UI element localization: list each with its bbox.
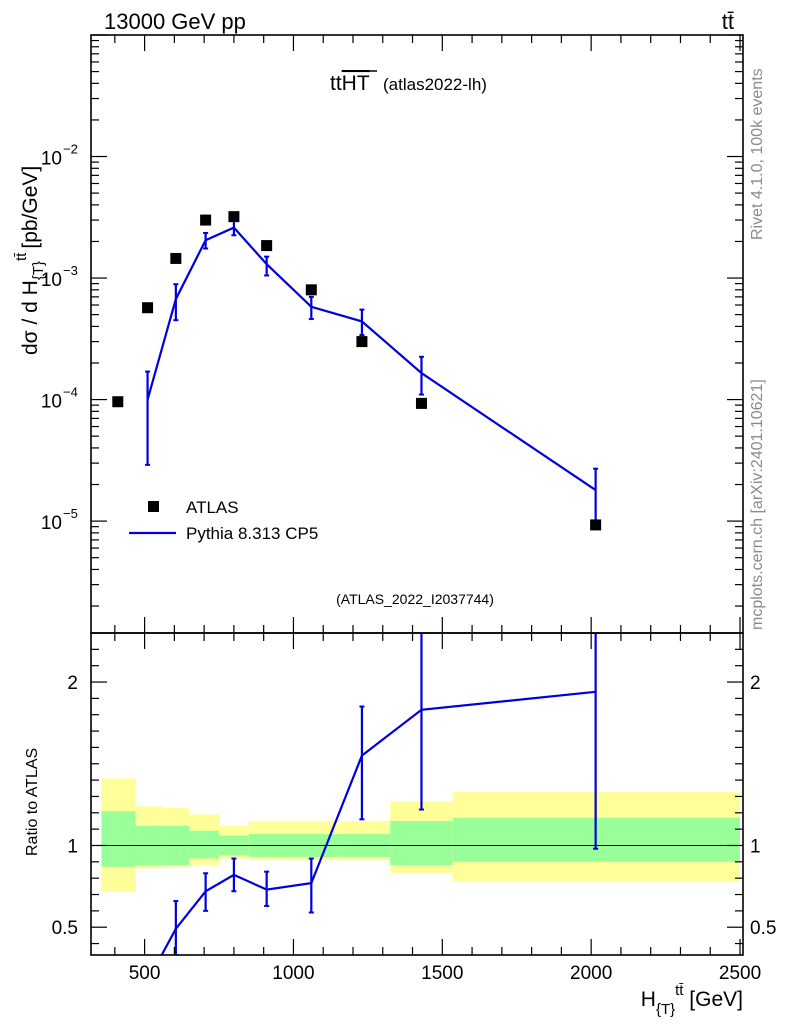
main-y-tick-label: 10 — [41, 513, 62, 534]
main-panel: 10−510−410−310−2 ttHT (atlas2022-lh) dσ … — [13, 34, 744, 634]
main-frame — [90, 34, 744, 634]
x-axis-label-unit: [GeV] — [683, 988, 743, 1011]
legend-atlas-marker — [148, 501, 159, 512]
header-process-label: tt̄ — [722, 9, 734, 34]
x-axis-label-main: H — [641, 988, 656, 1011]
atlas-data-point — [415, 397, 427, 409]
mc-series-error-bars — [145, 219, 599, 525]
ratio-band-inner — [189, 830, 220, 859]
plot-title: ttHT — [330, 72, 370, 95]
atlas-data-point — [356, 336, 368, 348]
main-y-tick-labels: 10−510−410−310−2 — [41, 142, 78, 535]
ratio-y-tick-label-right: 2 — [750, 673, 761, 694]
ratio-frame — [90, 632, 744, 956]
ratio-band-inner — [390, 820, 453, 866]
main-y-axis-label-main: dσ / d H — [19, 280, 42, 355]
main-y-tick-exponent: −2 — [63, 142, 78, 157]
atlas-data-point — [305, 284, 317, 296]
atlas-data-point — [590, 519, 602, 531]
ratio-y-axis-label: Ratio to ATLAS — [24, 748, 41, 856]
main-y-axis-label-unit: [pb/GeV] — [19, 166, 42, 249]
atlas-data-point — [261, 240, 273, 252]
main-y-axis-label: dσ / d H{T}tt̄ [pb/GeV] — [13, 166, 47, 355]
ratio-y-tick-labels: 0.5 0.5 1 1 2 2 — [52, 673, 777, 939]
ratio-mc-error-bars — [173, 633, 599, 955]
atlas-data-point — [112, 396, 124, 408]
main-y-tick-label: 10 — [41, 392, 62, 413]
main-y-axis-label-sup: tt̄ — [13, 252, 30, 261]
x-axis-label: H{T}tt̄ [GeV] — [641, 982, 743, 1018]
main-y-tick-label: 10 — [41, 149, 62, 170]
analysis-watermark: (ATLAS_2022_I2037744) — [336, 591, 494, 607]
ratio-y-tick-label-right: 1 — [750, 836, 761, 857]
main-y-tick-exponent: −3 — [63, 263, 78, 278]
x-tick-label: 1500 — [421, 963, 463, 984]
legend: ATLAS Pythia 8.313 CP5 — [129, 498, 318, 543]
atlas-data-points — [112, 211, 602, 531]
mcplots-reference-label: mcplots.cern.ch [arXiv:2401.10621] — [749, 379, 766, 630]
x-tick-label: 1000 — [272, 963, 314, 984]
x-tick-label: 2500 — [719, 963, 761, 984]
ratio-y-tick-label-left: 1 — [67, 836, 78, 857]
plot-title-sub: (atlas2022-lh) — [383, 75, 487, 94]
ratio-y-tick-label-right: 0.5 — [750, 918, 776, 939]
atlas-data-point — [228, 211, 240, 223]
header-energy-label: 13000 GeV pp — [104, 9, 246, 34]
x-axis-label-sub: {T} — [656, 1001, 675, 1018]
ratio-axis-ticks — [91, 633, 743, 955]
legend-mc-label: Pythia 8.313 CP5 — [186, 524, 318, 543]
plot-title-main: tt — [330, 72, 342, 95]
x-axis-label-sup: tt̄ — [675, 982, 684, 999]
main-y-tick-label: 10 — [41, 270, 62, 291]
plot-title-overline: HT — [342, 72, 370, 95]
ratio-y-tick-label-left: 2 — [67, 673, 78, 694]
ratio-y-tick-label-left: 0.5 — [52, 918, 78, 939]
atlas-data-point — [170, 252, 182, 264]
main-y-axis-label-sub: {T} — [30, 261, 47, 280]
mc-series-line — [146, 226, 597, 492]
legend-atlas-label: ATLAS — [186, 498, 239, 517]
rivet-version-label: Rivet 4.1.0, 100k events — [749, 68, 766, 240]
atlas-data-point — [200, 214, 212, 226]
x-tick-label: 2000 — [570, 963, 612, 984]
main-y-tick-exponent: −4 — [63, 385, 78, 400]
x-tick-label: 500 — [129, 963, 161, 984]
main-axis-ticks — [91, 34, 743, 633]
ratio-panel: 0.5 0.5 1 1 2 2 500 1000 1500 2000 2500 Ratio to … — [24, 632, 777, 1018]
x-tick-labels: 500 1000 1500 2000 2500 — [129, 963, 761, 984]
atlas-data-point — [142, 302, 154, 314]
ratio-band-inner — [101, 811, 136, 867]
main-y-tick-exponent: −5 — [63, 506, 78, 521]
